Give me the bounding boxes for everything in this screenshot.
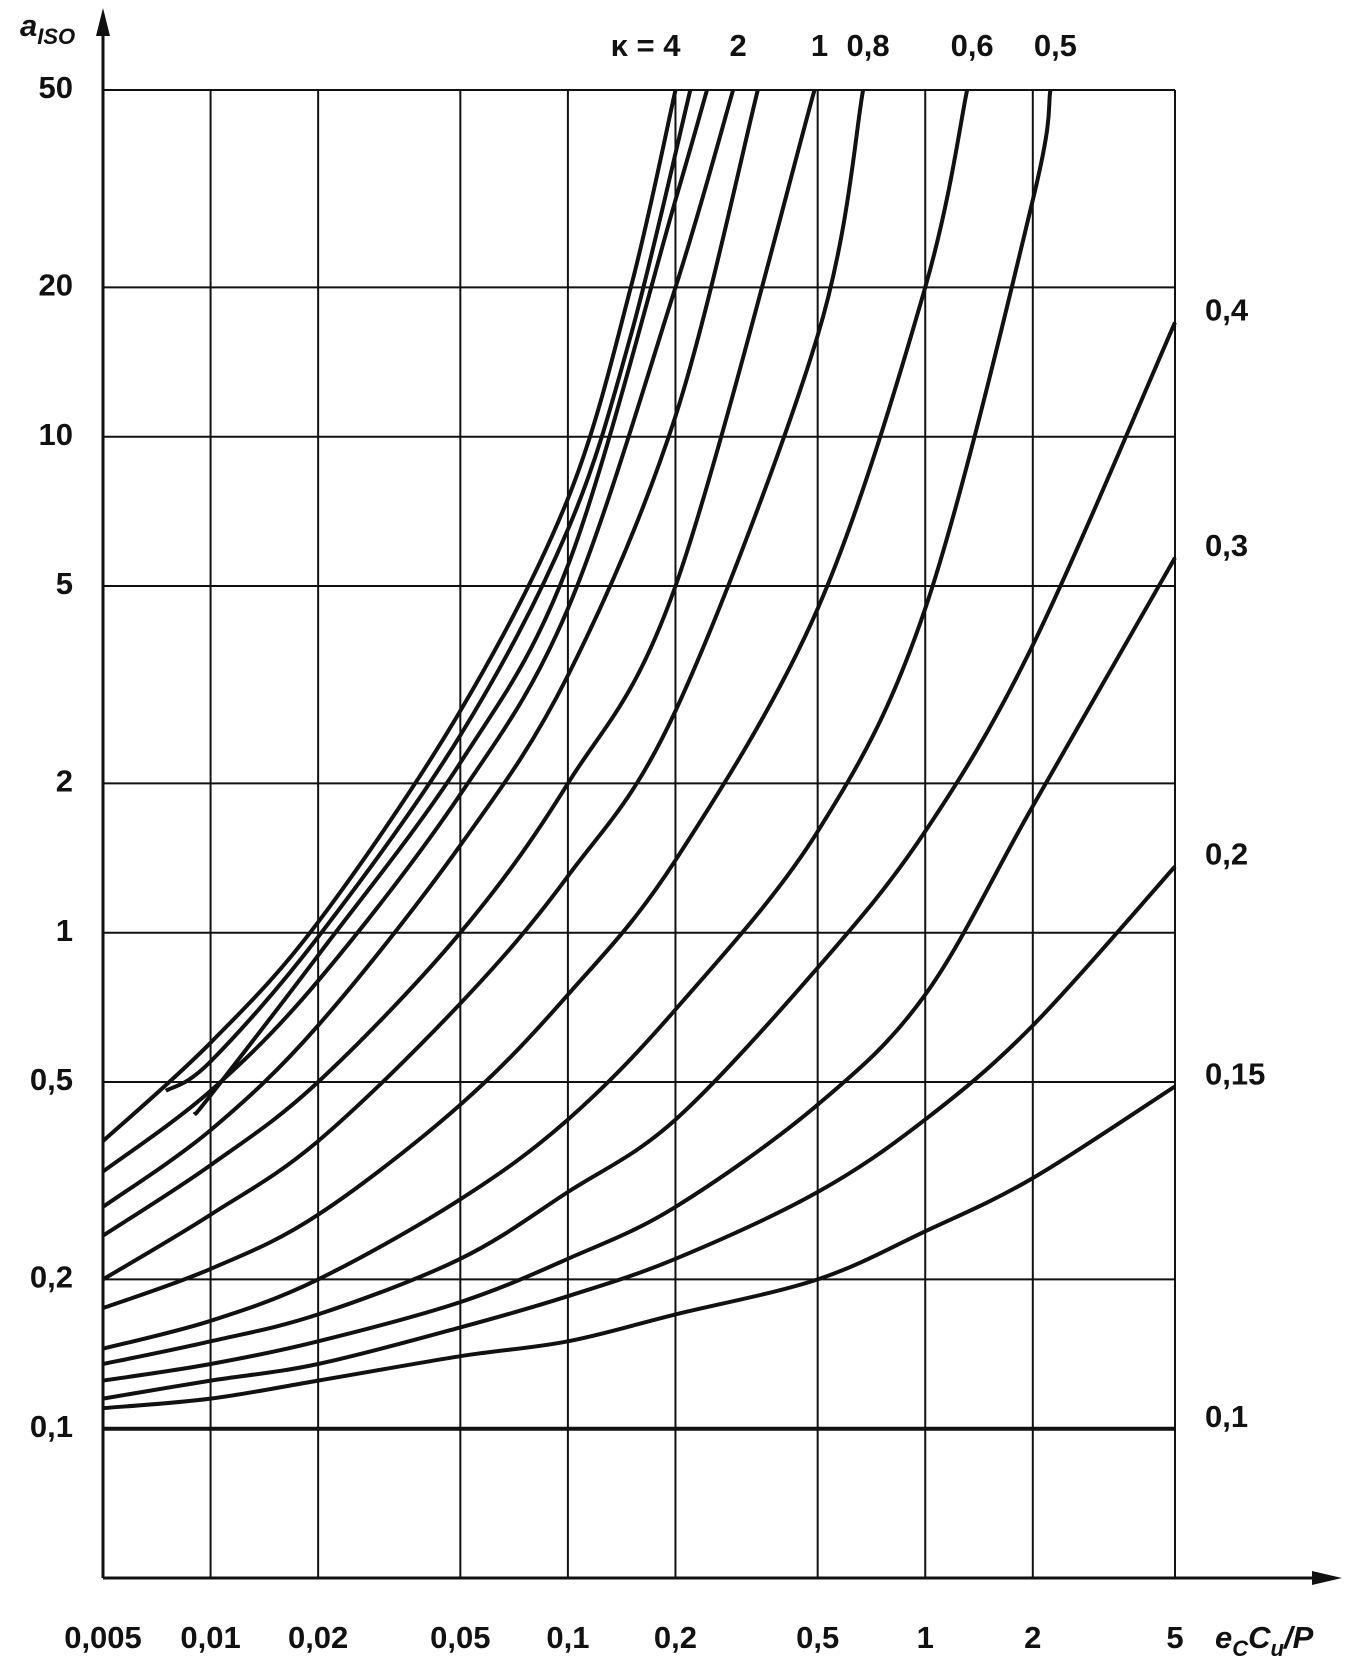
y-tick-label: 1 xyxy=(56,913,73,948)
y-tick-label: 2 xyxy=(56,764,73,799)
y-axis-label-sub: ISO xyxy=(37,24,75,49)
series-label: 0,1 xyxy=(1205,1399,1248,1434)
y-tick-label: 0,2 xyxy=(30,1260,73,1295)
series-label: κ = 4 xyxy=(611,28,682,63)
curve xyxy=(101,89,678,1143)
x-axis-label-part: C xyxy=(1232,1636,1249,1661)
series-label: 1 xyxy=(811,28,828,63)
x-axis-label-part: C xyxy=(1248,1620,1271,1655)
x-axis-label-part: /P xyxy=(1282,1620,1314,1655)
curve xyxy=(102,321,1177,1366)
curve xyxy=(101,89,760,1209)
x-tick-label: 0,2 xyxy=(654,1620,697,1655)
y-axis-label: aISO xyxy=(20,8,75,49)
y-axis-arrow xyxy=(96,8,110,36)
y-tick-label: 50 xyxy=(39,70,73,105)
x-axis-label: eCCu/P xyxy=(1215,1620,1314,1661)
x-axis-label-part: e xyxy=(1215,1620,1232,1655)
curve xyxy=(102,89,970,1310)
curve xyxy=(102,556,1177,1383)
x-tick-label: 1 xyxy=(917,1620,934,1655)
x-axis-label-part: u xyxy=(1271,1636,1285,1661)
y-tick-label: 5 xyxy=(56,566,73,601)
curve xyxy=(102,89,1053,1351)
y-axis-label-main: a xyxy=(20,8,37,43)
curve xyxy=(101,89,736,1174)
x-tick-label: 2 xyxy=(1024,1620,1041,1655)
x-tick-label: 0,01 xyxy=(180,1620,240,1655)
curve xyxy=(101,89,817,1238)
y-tick-label: 0,5 xyxy=(30,1062,73,1097)
x-tick-label: 0,05 xyxy=(430,1620,490,1655)
curve xyxy=(102,1084,1177,1411)
x-axis-arrow xyxy=(1312,1571,1342,1585)
curve xyxy=(101,89,866,1282)
curve xyxy=(192,89,709,1117)
y-tick-label: 10 xyxy=(39,417,73,452)
x-tick-label: 0,005 xyxy=(64,1620,142,1655)
series-label: 0,4 xyxy=(1205,293,1249,328)
series-label: 0,8 xyxy=(847,28,890,63)
curve xyxy=(164,89,693,1093)
x-tick-label: 0,02 xyxy=(288,1620,348,1655)
series-label: 0,15 xyxy=(1205,1057,1265,1092)
series-label: 2 xyxy=(730,28,747,63)
x-tick-label: 0,1 xyxy=(546,1620,589,1655)
x-tick-label: 0,5 xyxy=(796,1620,839,1655)
series-label: 0,2 xyxy=(1205,837,1248,872)
y-tick-label: 0,1 xyxy=(30,1409,73,1444)
series-label: 0,5 xyxy=(1034,28,1077,63)
x-tick-label: 5 xyxy=(1166,1620,1183,1655)
curve xyxy=(102,865,1177,1401)
series-label: 0,6 xyxy=(951,28,994,63)
y-tick-label: 20 xyxy=(39,268,73,303)
series-label: 0,3 xyxy=(1205,528,1248,563)
